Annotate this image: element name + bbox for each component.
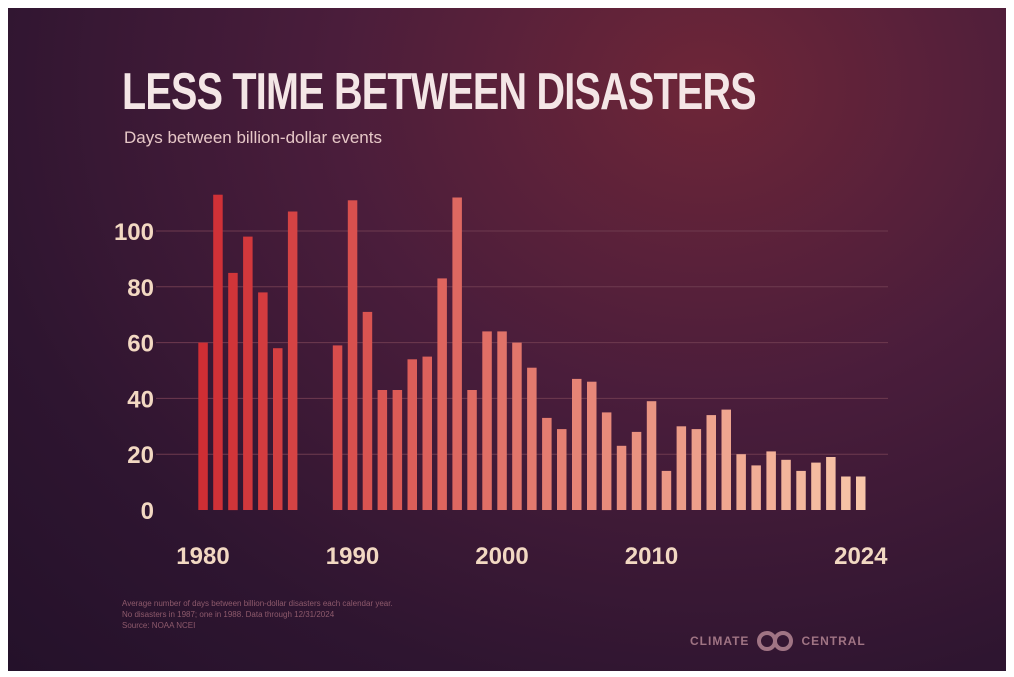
bar-1994 <box>407 359 417 510</box>
footnote-line: Source: NOAA NCEI <box>122 621 196 630</box>
bar-1993 <box>392 390 403 510</box>
bar-1985 <box>273 348 283 510</box>
bar-2002 <box>527 367 537 510</box>
bar-1990 <box>347 200 358 511</box>
bar-2022 <box>826 457 836 510</box>
climate-central-logo-icon <box>757 631 794 651</box>
bar-1992 <box>377 390 388 510</box>
chart-panel: LESS TIME BETWEEN DISASTERS Days between… <box>8 8 1006 671</box>
bar-1980 <box>198 342 208 510</box>
bars <box>198 194 866 511</box>
y-tick-label: 0 <box>141 498 154 525</box>
bar-1986 <box>287 211 298 510</box>
bar-1995 <box>422 356 432 510</box>
bar-2009 <box>631 431 642 510</box>
bar-1982 <box>228 272 238 511</box>
bar-1999 <box>482 331 492 510</box>
bar-2004 <box>557 429 567 510</box>
bar-2007 <box>601 412 612 511</box>
bar-2008 <box>616 445 627 510</box>
bar-1996 <box>437 278 447 510</box>
bar-1998 <box>467 390 477 510</box>
bar-2015 <box>721 409 731 510</box>
footnotes: Average number of days between billion-d… <box>122 598 393 631</box>
bar-2014 <box>706 415 716 510</box>
bar-2001 <box>512 342 522 510</box>
footnote-line: No disasters in 1987; one in 1988. Data … <box>122 610 335 619</box>
y-tick-label: 100 <box>114 219 154 246</box>
bar-1997 <box>452 197 462 510</box>
x-axis-ticks: 1980 1990 2000 2010 2024 <box>176 543 888 570</box>
bar-2023 <box>841 476 851 510</box>
bar-chart: 0 20 40 60 80 100 1980 1990 2000 2010 2024 <box>114 194 888 570</box>
bar-1989 <box>332 345 343 510</box>
footnote-line: Average number of days between billion-d… <box>122 599 393 608</box>
brand-logo: CLIMATE CENTRAL <box>690 628 866 654</box>
y-tick-label: 60 <box>127 331 154 358</box>
bar-2021 <box>811 462 821 510</box>
bar-2005 <box>572 378 582 510</box>
bar-2019 <box>781 459 791 510</box>
chart-subtitle: Days between billion-dollar events <box>124 128 382 147</box>
x-tick-label: 2024 <box>834 543 888 570</box>
y-tick-label: 40 <box>127 386 154 413</box>
brand-text-right: CENTRAL <box>801 634 866 648</box>
x-tick-label: 2000 <box>475 543 528 570</box>
bar-2011 <box>661 470 672 510</box>
chart-title: LESS TIME BETWEEN DISASTERS <box>122 63 757 121</box>
bar-1981 <box>213 194 223 510</box>
y-tick-label: 80 <box>127 275 154 302</box>
x-tick-label: 1980 <box>176 543 229 570</box>
bar-2018 <box>766 451 776 510</box>
bar-2017 <box>751 465 761 510</box>
x-tick-label: 1990 <box>326 543 379 570</box>
brand-text-left: CLIMATE <box>690 634 750 648</box>
bar-2013 <box>691 429 702 510</box>
x-tick-label: 2010 <box>625 543 678 570</box>
y-tick-label: 20 <box>127 442 154 469</box>
bar-2020 <box>796 470 806 510</box>
bar-2010 <box>646 401 657 510</box>
bar-2012 <box>676 426 687 510</box>
y-axis-ticks: 0 20 40 60 80 100 <box>114 219 154 525</box>
bar-1983 <box>243 236 253 510</box>
bar-1984 <box>258 292 268 510</box>
bar-2000 <box>497 331 507 510</box>
bar-1991 <box>362 311 373 510</box>
bar-2003 <box>542 417 552 510</box>
bar-2024 <box>856 476 866 510</box>
bar-2016 <box>736 454 746 510</box>
bar-2006 <box>587 381 597 510</box>
